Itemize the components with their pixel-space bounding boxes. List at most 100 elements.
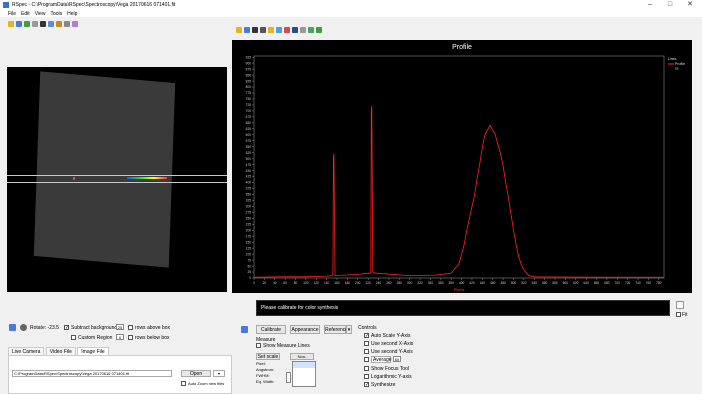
menu-file[interactable]: File: [8, 10, 17, 17]
x-tick-label: 0: [253, 281, 255, 285]
set-scale-button[interactable]: Set scale: [256, 353, 280, 360]
average-value[interactable]: 60: [393, 356, 401, 362]
fit-button[interactable]: [676, 301, 684, 309]
legend-profile-label: Profile: [675, 62, 685, 66]
file-path-input[interactable]: C:\ProgramData\RSpec\Spectroscopy\Vega 2…: [12, 370, 172, 377]
x-tick-label: 780: [656, 281, 662, 285]
y-tick-label: 575: [246, 139, 252, 143]
average-checkbox[interactable]: [364, 357, 369, 362]
profile-data-point: [502, 165, 504, 167]
grid-icon[interactable]: [32, 20, 38, 27]
rows-below-input[interactable]: 0: [116, 334, 124, 340]
crop-profile-icon[interactable]: [252, 26, 258, 33]
y-tick-label: 750: [246, 97, 252, 101]
auto-scale-y-checkbox[interactable]: [364, 333, 369, 338]
y-tick-label: 475: [246, 163, 252, 167]
minimize-button[interactable]: –: [648, 1, 652, 8]
zoom-icon[interactable]: [64, 20, 70, 27]
rows-below-checkbox[interactable]: [128, 335, 133, 340]
calibrate-icon[interactable]: [241, 326, 248, 333]
focus-tool-checkbox[interactable]: [364, 366, 369, 371]
y-tick-label: 425: [246, 175, 252, 179]
crop-icon[interactable]: [40, 20, 46, 27]
magic-icon[interactable]: [72, 20, 78, 27]
profile-data-point: [450, 272, 452, 274]
profile-data-point: [326, 275, 328, 277]
profile-data-point: [370, 110, 372, 112]
open-dropdown[interactable]: ▾: [213, 370, 225, 377]
reference-button[interactable]: Reference: [324, 325, 349, 334]
calibrate-button[interactable]: Calibrate: [256, 325, 286, 334]
second-x-axis-checkbox[interactable]: [364, 341, 369, 346]
profile-data-point: [372, 271, 374, 273]
x-axis-label: Pixels: [454, 287, 465, 292]
profile-data-point: [253, 276, 255, 278]
rotate-value: Rotate: -23.5: [30, 325, 59, 331]
x-tick-label: 120: [314, 281, 320, 285]
profile-chart[interactable]: Profile 925 900 875 850 825 800 775 750 725 700 675…: [232, 40, 692, 293]
measure-label: Measure: [256, 337, 276, 343]
rotate-icon[interactable]: [9, 324, 16, 331]
auto-zoom-checkbox[interactable]: [181, 381, 186, 386]
sync-icon[interactable]: [48, 20, 54, 27]
rows-above-checkbox[interactable]: [128, 325, 133, 330]
camera-icon[interactable]: [24, 20, 30, 27]
profile-toolbar: [236, 25, 322, 34]
chart-icon[interactable]: [284, 26, 290, 33]
folder-icon[interactable]: [268, 26, 274, 33]
second-x-axis-label: Use second X-Axis: [371, 341, 414, 347]
y-tick-label: 700: [246, 109, 252, 113]
spectrum-frame: [33, 71, 176, 268]
subtract-background-checkbox[interactable]: [64, 325, 69, 330]
non-uniformity-button[interactable]: Non-uniformity: [290, 353, 314, 365]
measure-toggle[interactable]: [286, 372, 291, 383]
custom-region-checkbox[interactable]: [71, 335, 76, 340]
rows-above-input[interactable]: 20: [116, 324, 124, 330]
measure-list-selected[interactable]: [293, 362, 315, 368]
average-select[interactable]: Average: [371, 356, 392, 363]
zero-order-star: [73, 177, 75, 180]
settings-icon[interactable]: [316, 26, 322, 33]
x-tick-label: 560: [542, 281, 548, 285]
rotate-icon[interactable]: [56, 20, 62, 27]
second-y-axis-checkbox[interactable]: [364, 349, 369, 354]
profile-data-point: [370, 272, 372, 274]
open-button[interactable]: Open: [181, 370, 211, 377]
text-cursor-icon[interactable]: [300, 26, 306, 33]
profile-data-point: [564, 276, 566, 278]
open-folder-icon[interactable]: [8, 20, 14, 27]
menu-edit[interactable]: Edit: [21, 10, 30, 17]
y-tick-label: 100: [246, 252, 252, 256]
refresh-icon[interactable]: [20, 324, 27, 331]
rows-below-label: rows below box: [135, 335, 170, 341]
status-message-box: Please calibrate for color synthesis: [256, 300, 670, 316]
appearance-button[interactable]: Appearance: [290, 325, 320, 334]
profile-data-point: [505, 182, 507, 183]
profile-data-point: [518, 256, 520, 257]
synthesize-checkbox[interactable]: [364, 382, 369, 387]
save-profile-icon[interactable]: [244, 26, 250, 33]
library-icon[interactable]: [276, 26, 282, 33]
show-measure-lines-checkbox[interactable]: [256, 343, 261, 348]
maximize-button[interactable]: □: [667, 1, 673, 8]
fit-checkbox[interactable]: [676, 312, 681, 317]
y-tick-label: 50: [247, 264, 251, 268]
menu-help[interactable]: Help: [67, 10, 78, 17]
log-y-checkbox[interactable]: [364, 374, 369, 379]
image-view[interactable]: [7, 67, 227, 292]
box-line-bottom[interactable]: [7, 182, 227, 183]
reference-dropdown[interactable]: ▾: [346, 325, 352, 334]
close-button[interactable]: ✕: [687, 1, 693, 8]
table-icon[interactable]: [292, 26, 298, 33]
profile-data-point: [334, 275, 336, 277]
menu-view[interactable]: View: [34, 10, 46, 17]
box-line-top[interactable]: [7, 175, 227, 176]
menu-tools[interactable]: Tools: [50, 10, 63, 17]
compare-icon[interactable]: [308, 26, 314, 33]
measure-list[interactable]: [292, 361, 316, 387]
save-icon[interactable]: [16, 20, 22, 27]
open-profile-icon[interactable]: [236, 26, 242, 33]
profile-data-point: [476, 177, 478, 179]
profile-data-point: [463, 244, 465, 245]
wand-icon[interactable]: [260, 26, 266, 33]
